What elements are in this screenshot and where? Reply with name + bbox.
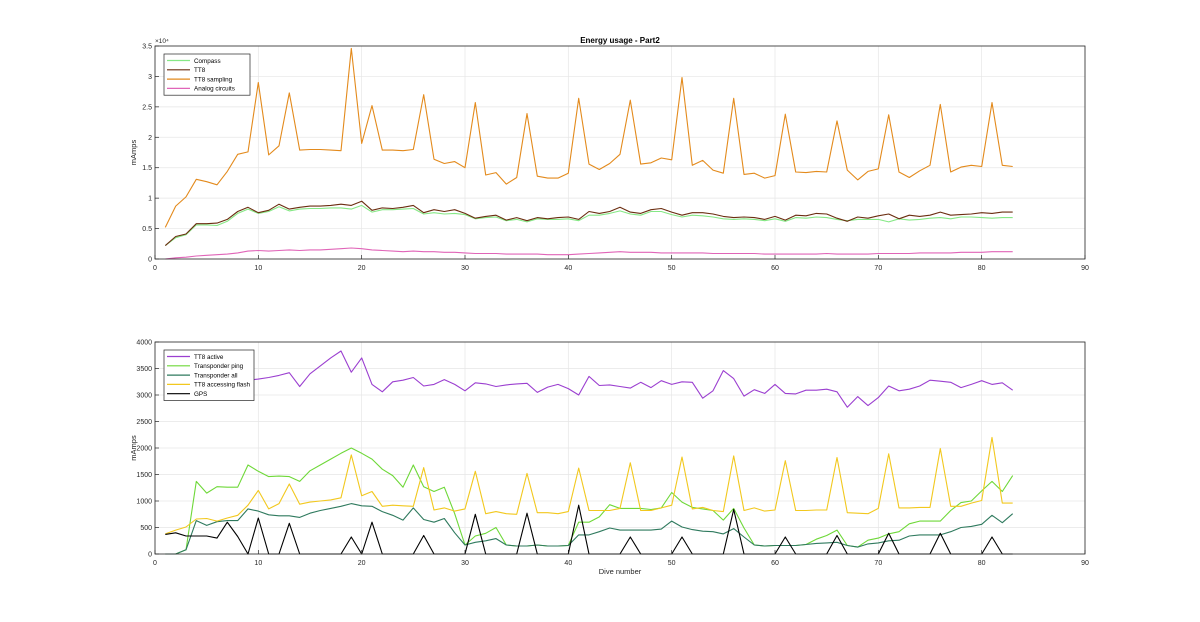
top-x-tick-label-8: 80 [978, 265, 986, 272]
top-y-exponent-label: ×10⁴ [155, 38, 169, 45]
bottom-series-line-1 [165, 447, 1014, 555]
top-x-tick-label-9: 90 [1081, 265, 1089, 272]
top-series-line-3 [165, 247, 1013, 260]
bottom-x-tick-label-7: 70 [874, 560, 882, 567]
bottom-legend-label-4: GPS [194, 391, 207, 398]
top-axes-box [154, 45, 1086, 260]
top-x-tick-label-3: 30 [461, 265, 469, 272]
top-x-tick-label-7: 70 [874, 265, 882, 272]
bottom-y-tick-label-1: 500 [140, 525, 152, 532]
bottom-tick-labels: 0 10 20 30 40 50 60 70 80 90 0 500 1000 1500 2000 2500 3… [136, 340, 1089, 568]
bottom-x-tick-label-6: 60 [771, 560, 779, 567]
bottom-y-tick-label-3: 1500 [136, 472, 152, 479]
bottom-legend-label-2: Transponder all [194, 372, 238, 379]
bottom-x-axis-label: Dive number [599, 567, 642, 576]
bottom-legend-label-0: TT8 active [194, 354, 224, 361]
bottom-x-tick-label-4: 40 [564, 560, 572, 567]
bottom-x-tick-label-9: 90 [1081, 560, 1089, 567]
top-chart-title: Energy usage - Part2 [580, 36, 660, 45]
top-y-tick-label-5: 2.5 [142, 104, 152, 111]
top-x-tick-label-0: 0 [153, 265, 157, 272]
top-y-tick-label-3: 1.5 [142, 165, 152, 172]
bottom-y-tick-label-8: 4000 [136, 340, 152, 347]
top-y-tick-label-1: 0.5 [142, 226, 152, 233]
bottom-series-line-3 [165, 436, 1013, 535]
bottom-x-tick-label-0: 0 [153, 560, 157, 567]
top-x-tick-label-6: 60 [771, 265, 779, 272]
bottom-x-tick-label-8: 80 [978, 560, 986, 567]
top-y-tick-label-4: 2 [148, 135, 152, 142]
top-tick-labels: 0 10 20 30 40 50 60 70 80 90 0 0.5 1 1.5 2 2.5 3 3.5 [142, 44, 1089, 273]
top-legend-label-2: TT8 sampling [194, 76, 233, 83]
top-x-tick-label-5: 50 [668, 265, 676, 272]
top-y-axis-label: mAmps [129, 140, 138, 166]
top-legend-label-3: Analog circuits [194, 86, 235, 93]
bottom-y-axis-label: mAmps [129, 435, 138, 461]
bottom-y-tick-label-6: 3000 [136, 393, 152, 400]
top-legend-label-0: Compass [194, 58, 221, 65]
top-x-tick-label-4: 40 [564, 265, 572, 272]
top-legend-label-1: TT8 [194, 67, 206, 74]
top-x-tick-label-1: 10 [254, 265, 262, 272]
bottom-legend: TT8 active Transponder ping Transponder al… [163, 349, 255, 401]
top-y-tick-label-6: 3 [148, 74, 152, 81]
bottom-x-tick-label-3: 30 [461, 560, 469, 567]
bottom-y-tick-label-2: 1000 [136, 499, 152, 506]
top-series-line-0 [164, 204, 1013, 247]
bottom-x-tick-label-1: 10 [254, 560, 262, 567]
bottom-y-tick-label-4: 2000 [136, 446, 152, 453]
bottom-series-line-0 [164, 350, 1014, 408]
top-series-line-1 [164, 200, 1013, 247]
top-series-line-2 [164, 47, 1013, 228]
bottom-legend-label-3: TT8 accessing flash [194, 382, 250, 389]
bottom-series-line-2 [165, 503, 1014, 555]
bottom-x-tick-label-2: 20 [358, 560, 366, 567]
bottom-x-tick-label-5: 50 [668, 560, 676, 567]
bottom-legend-label-1: Transponder ping [194, 363, 244, 370]
top-x-tick-label-2: 20 [358, 265, 366, 272]
top-series-lines [164, 47, 1013, 260]
top-legend: Compass TT8 TT8 sampling Analog circuits [163, 53, 251, 96]
bottom-y-tick-label-0: 0 [148, 552, 152, 559]
bottom-y-tick-label-5: 2500 [136, 419, 152, 426]
bottom-subplot: 0 10 20 30 40 50 60 70 80 90 0 500 1000 1500 2000 2500 3… [129, 340, 1089, 577]
top-y-tick-label-0: 0 [148, 257, 152, 264]
top-y-tick-label-7: 3.5 [142, 44, 152, 51]
bottom-y-tick-label-7: 3500 [136, 366, 152, 373]
top-subplot: 0 10 20 30 40 50 60 70 80 90 0 0.5 1 1.5 2 2.5 3 3.5 Ener… [129, 36, 1089, 272]
top-y-tick-label-2: 1 [148, 196, 152, 203]
